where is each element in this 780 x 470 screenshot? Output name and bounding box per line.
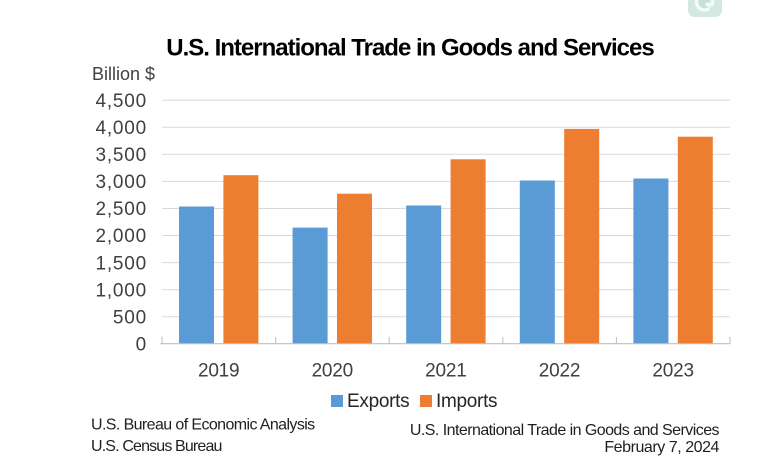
svg-text:2023: 2023 (652, 361, 693, 382)
svg-text:February 7, 2024: February 7, 2024 (604, 439, 719, 456)
svg-text:2020: 2020 (312, 361, 353, 382)
svg-text:U.S. International Trade in Go: U.S. International Trade in Goods and Se… (410, 422, 720, 439)
svg-text:U.S. Census Bureau: U.S. Census Bureau (91, 438, 222, 455)
svg-text:1,000: 1,000 (95, 280, 147, 301)
svg-text:Imports: Imports (436, 391, 497, 412)
svg-text:U.S. International Trade in Go: U.S. International Trade in Goods and Se… (166, 35, 654, 62)
svg-text:Billion $: Billion $ (92, 64, 155, 84)
svg-text:2022: 2022 (539, 361, 580, 382)
svg-text:2021: 2021 (425, 361, 466, 382)
svg-text:2,500: 2,500 (95, 199, 147, 220)
svg-text:4,000: 4,000 (95, 118, 147, 139)
svg-text:2,000: 2,000 (95, 226, 147, 247)
svg-text:4,500: 4,500 (95, 91, 147, 112)
svg-text:3,000: 3,000 (95, 172, 147, 193)
svg-text:1,500: 1,500 (95, 253, 147, 274)
svg-text:Exports: Exports (347, 391, 409, 412)
svg-text:0: 0 (136, 335, 147, 356)
svg-text:3,500: 3,500 (95, 145, 147, 166)
svg-text:500: 500 (113, 307, 147, 328)
svg-text:U.S. Bureau of Economic Analys: U.S. Bureau of Economic Analysis (91, 417, 315, 434)
svg-text:2019: 2019 (198, 361, 239, 382)
